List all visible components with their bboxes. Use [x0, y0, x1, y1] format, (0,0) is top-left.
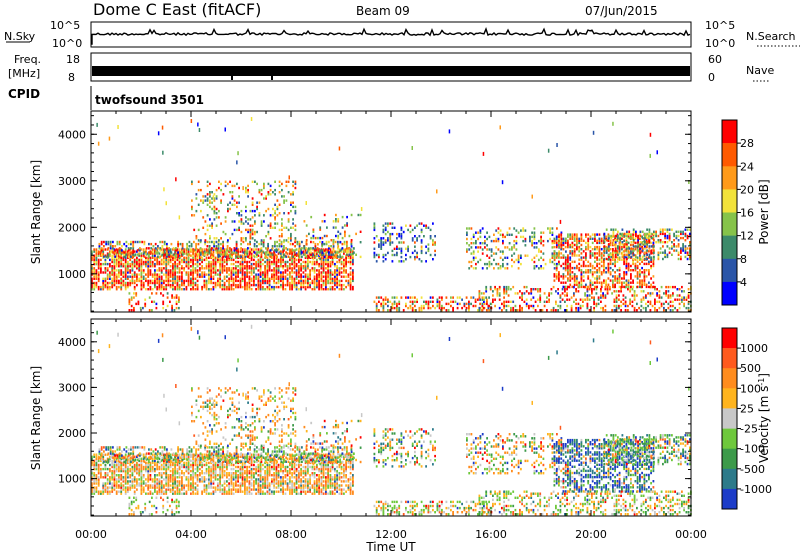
date-label: 07/Jun/2015: [585, 4, 658, 18]
colorbar-tick-label: -1000: [740, 483, 772, 496]
colorbar-tick-label: -500: [740, 463, 765, 476]
colorbar-segment: [722, 488, 737, 510]
power-colorbar: 4 8 12 16 20 24 28 Power [dB]: [721, 119, 771, 306]
time-tick-label: 00:00: [675, 528, 707, 541]
colorbar-tick-label: 24: [740, 160, 754, 173]
colorbar-segment: [722, 428, 737, 449]
colorbar-tick-label: 25: [740, 402, 754, 415]
velocity-ylabel: Slant Range [km]: [29, 366, 43, 470]
cpid-label: CPID: [8, 87, 40, 101]
nsky-tick-top: 10^5: [50, 19, 80, 32]
plot-title: Dome C East (fitACF): [93, 0, 261, 19]
velocity-colorbar-label: Velocity [m s-1]: [757, 373, 771, 463]
nsky-panel: N.Sky 10^5 10^0 10^5 10^0 N.Search: [4, 19, 800, 50]
colorbar-segment: [722, 408, 737, 429]
power-data-layer: [91, 117, 692, 312]
colorbar-segment: [722, 189, 737, 213]
power-panel: 1000 2000 3000 4000 Slant Range [km]: [29, 110, 692, 313]
velocity-data-layer: [91, 324, 692, 516]
colorbar-tick-label: 500: [740, 362, 761, 375]
colorbar-segment: [722, 166, 737, 190]
colorbar-segment: [722, 348, 737, 369]
time-tick-label: 04:00: [175, 528, 207, 541]
colorbar-tick-label: 16: [740, 207, 754, 220]
nsky-trace: [91, 27, 691, 45]
nsearch-tick-top: 10^5: [705, 19, 735, 32]
colorbar-tick-label: 8: [740, 253, 747, 266]
power-colorbar-label: Power [dB]: [757, 179, 771, 244]
colorbar-tick-label: -25: [740, 423, 758, 436]
colorbar-tick-label: 12: [740, 230, 754, 243]
ytick-label: 1000: [58, 268, 86, 281]
time-axis: 00:00 04:00 08:00 12:00 16:00 20:00 00:00: [75, 528, 707, 541]
colorbar-tick-label: 20: [740, 183, 754, 196]
freq-tick-top: 18: [66, 53, 80, 66]
colorbar-segment: [722, 328, 737, 349]
ytick-label: 3000: [58, 381, 86, 394]
time-tick-label: 20:00: [575, 528, 607, 541]
nave-label: Nave: [746, 64, 774, 77]
cpid-value: twofsound 3501: [95, 93, 204, 107]
nsearch-label: N.Search: [746, 30, 796, 43]
colorbar-segment: [722, 448, 737, 470]
beam-label: Beam 09: [356, 4, 410, 18]
freq-panel: Freq. [MHz] 18 8 60 0 Nave: [8, 52, 774, 84]
freq-tick-bottom: 8: [68, 71, 75, 84]
colorbar-segment: [722, 120, 737, 144]
colorbar-segment: [722, 388, 737, 409]
colorbar-tick-label: 1000: [740, 342, 768, 355]
colorbar-segment: [722, 258, 737, 283]
nsky-label: N.Sky: [4, 30, 36, 43]
freq-unit: [MHz]: [8, 67, 40, 80]
nave-tick-top: 60: [708, 53, 722, 66]
nsearch-tick-bottom: 10^0: [705, 37, 735, 50]
colorbar-segment: [722, 468, 737, 490]
velocity-colorbar: 1000 500 100 25 -25 -100 -500 -1000 Velocity [m…: [721, 327, 772, 510]
velocity-panel: 1000 2000 3000 4000 Slant Range [km]: [29, 318, 692, 517]
colorbar-segment: [722, 368, 737, 389]
power-ylabel: Slant Range [km]: [29, 160, 43, 264]
ytick-label: 4000: [58, 128, 86, 141]
colorbar-tick-label: 4: [740, 276, 747, 289]
nave-tick-bottom: 0: [708, 71, 715, 84]
time-tick-label: 12:00: [375, 528, 407, 541]
freq-trace: [92, 66, 690, 76]
colorbar-segment: [722, 235, 737, 259]
ytick-label: 3000: [58, 175, 86, 188]
time-tick-label: 16:00: [475, 528, 507, 541]
colorbar-tick-label: 28: [740, 137, 754, 150]
colorbar-segment: [722, 212, 737, 236]
ytick-label: 4000: [58, 336, 86, 349]
time-tick-label: 08:00: [275, 528, 307, 541]
freq-label: Freq.: [14, 53, 41, 66]
colorbar-segment: [722, 143, 737, 167]
time-axis-label: Time UT: [365, 540, 416, 554]
nsky-tick-bottom: 10^0: [52, 37, 82, 50]
ytick-label: 2000: [58, 427, 86, 440]
colorbar-tick-label: -100: [740, 443, 765, 456]
ytick-label: 1000: [58, 473, 86, 486]
colorbar-segment: [722, 281, 737, 306]
cpid-panel: CPID twofsound 3501: [8, 86, 204, 110]
time-tick-label: 00:00: [75, 528, 107, 541]
ytick-label: 2000: [58, 221, 86, 234]
colorbar-tick-label: 100: [740, 382, 761, 395]
